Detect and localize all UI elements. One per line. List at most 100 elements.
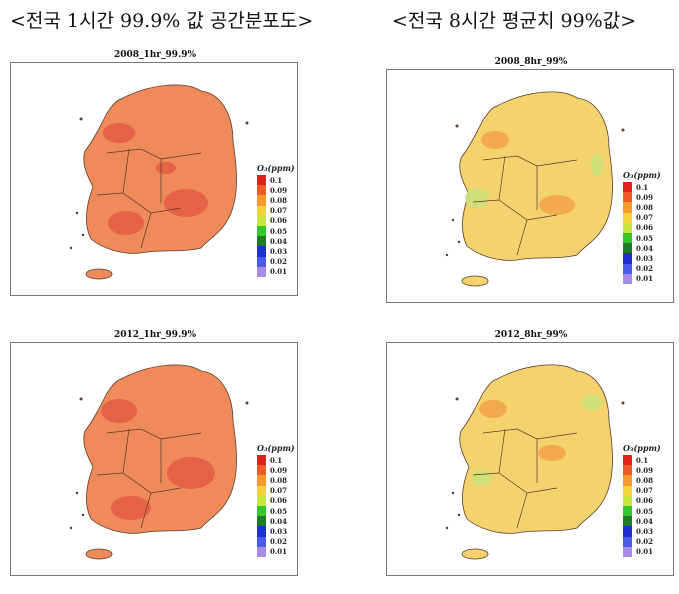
islet (69, 246, 73, 250)
legend-swatch (623, 485, 632, 496)
map-panel-2008-8hr: 2008_8hr_99% O₃(ppm) 0.1 0.09 0.08 0.07 0.06… (386, 57, 676, 312)
islet (457, 513, 461, 517)
legend-item: 0.07 (257, 485, 305, 496)
legend-label: 0.03 (636, 253, 654, 263)
legend-item: 0.05 (257, 505, 305, 517)
legend-item: 0.06 (257, 495, 305, 506)
islet (79, 117, 83, 121)
legend-item: 0.06 (257, 215, 305, 226)
islet (451, 491, 455, 495)
legend-swatch (257, 465, 266, 476)
legend-swatch (623, 243, 632, 254)
legend-swatch (623, 546, 632, 557)
legend-item: 0.03 (257, 526, 305, 537)
islet (445, 253, 449, 257)
islet (75, 491, 79, 495)
province-boundary (96, 148, 202, 249)
legend-item: 0.07 (623, 212, 671, 223)
legend-title: O₃(ppm) (623, 443, 661, 453)
legend-label: 0.07 (636, 486, 654, 496)
legend-swatch (257, 536, 266, 547)
legend-swatch (623, 273, 632, 284)
legend-item: 0.09 (257, 185, 305, 196)
korea-landmass (459, 91, 613, 261)
legend-label: 0.09 (270, 465, 288, 475)
legend-label: 0.03 (636, 526, 654, 536)
jeju-island (85, 548, 113, 560)
high-ozone-area (539, 195, 575, 215)
islet (245, 401, 249, 405)
legend-swatch (623, 212, 632, 223)
legend-item: 0.03 (257, 246, 305, 257)
legend-title: O₃(ppm) (257, 443, 295, 453)
legend-title: O₃(ppm) (257, 163, 295, 173)
legend-label: 0.06 (636, 223, 654, 233)
legend-item: 0.1 (257, 175, 305, 186)
legend-label: 0.08 (636, 475, 654, 485)
legend-label: 0.09 (636, 465, 654, 475)
legend-swatch (623, 505, 632, 517)
legend-swatch (623, 455, 632, 466)
panel-title: 2008_8hr_99% (494, 57, 568, 67)
legend-swatch (257, 225, 266, 237)
ozone-legend: O₃(ppm) 0.1 0.09 0.08 0.07 0.06 0.05 0.04 0.03 0… (257, 443, 305, 557)
korea-ozone-map (69, 84, 249, 280)
korea-ozone-map (445, 91, 625, 287)
ozone-legend: O₃(ppm) 0.1 0.09 0.08 0.07 0.06 0.05 0.04 0.03 0… (623, 443, 671, 557)
legend-label: 0.07 (636, 213, 654, 223)
islet (621, 401, 625, 405)
legend-label: 0.1 (270, 455, 283, 465)
ozone-legend: O₃(ppm) 0.1 0.09 0.08 0.07 0.06 0.05 0.04 0.03 0… (257, 163, 305, 277)
legend-item: 0.03 (623, 526, 671, 537)
legend-label: 0.07 (270, 486, 288, 496)
legend-swatch (623, 222, 632, 233)
legend-item: 0.01 (623, 546, 671, 557)
legend-item: 0.02 (257, 256, 305, 267)
legend-label: 0.02 (270, 537, 288, 547)
legend-label: 0.01 (636, 547, 654, 557)
legend-label: 0.1 (270, 175, 283, 185)
legend-swatch (257, 546, 266, 557)
legend-swatch (257, 516, 266, 527)
low-ozone-area (465, 188, 489, 208)
legend-item: 0.01 (257, 266, 305, 277)
legend-label: 0.05 (636, 506, 654, 516)
legend-label: 0.02 (270, 257, 288, 267)
low-ozone-area (591, 153, 603, 177)
legend-item: 0.02 (623, 263, 671, 274)
legend-label: 0.02 (636, 264, 654, 274)
legend-label: 0.04 (636, 243, 654, 253)
islet (69, 526, 73, 530)
province-boundary (472, 155, 578, 256)
legend-swatch (257, 485, 266, 496)
legend-label: 0.03 (270, 526, 288, 536)
legend-swatch (623, 253, 632, 264)
legend-swatch (623, 526, 632, 537)
high-ozone-area (481, 131, 509, 149)
left-column-title: <전국 1시간 99.9% 값 공간분포도> (10, 10, 314, 32)
high-ozone-area (479, 400, 507, 418)
legend-swatch (623, 536, 632, 547)
legend-swatch (623, 495, 632, 506)
legend-item: 0.08 (623, 475, 671, 486)
panel-title: 2012_1hr_99.9% (113, 330, 197, 340)
islet (79, 397, 83, 401)
legend-label: 0.07 (270, 206, 288, 216)
legend-item: 0.1 (257, 455, 305, 466)
legend-item: 0.05 (257, 225, 305, 237)
legend-label: 0.06 (636, 496, 654, 506)
legend-item: 0.1 (623, 455, 671, 466)
legend-swatch (257, 495, 266, 506)
legend-label: 0.09 (636, 192, 654, 202)
map-panel-2012-1hr: 2012_1hr_99.9% O₃(ppm) 0.1 0.09 0.08 0.07 0.… (10, 330, 300, 585)
legend-item: 0.03 (623, 253, 671, 264)
ozone-legend: O₃(ppm) 0.1 0.09 0.08 0.07 0.06 0.05 0.04 0.03 0… (623, 170, 671, 284)
legend-label: 0.01 (636, 274, 654, 284)
legend-item: 0.08 (623, 202, 671, 213)
legend-swatch (623, 232, 632, 244)
legend-item: 0.08 (257, 475, 305, 486)
legend-item: 0.07 (257, 205, 305, 216)
legend-label: 0.04 (270, 516, 288, 526)
legend-item: 0.09 (623, 465, 671, 476)
jeju-island (461, 275, 489, 287)
